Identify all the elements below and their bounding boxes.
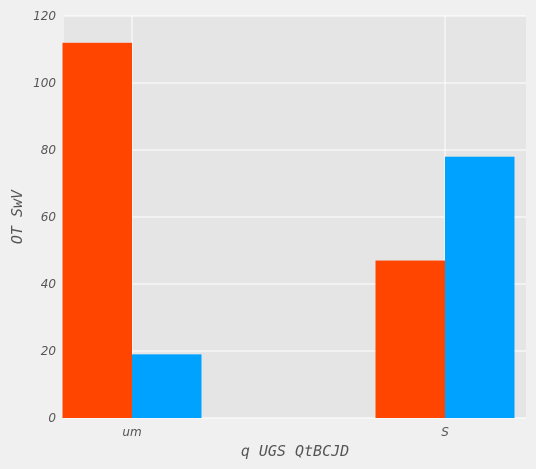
y-axis-title: OT SwV xyxy=(8,189,26,244)
x-tick-labels: um S xyxy=(122,425,449,439)
x-axis-title: q UGS QtBCJD xyxy=(241,442,349,460)
bars xyxy=(62,42,515,419)
bar-um-series-1 xyxy=(62,42,132,419)
y-tick-label: 20 xyxy=(41,344,57,358)
y-tick-labels: 0 20 40 60 80 100 120 xyxy=(33,9,56,425)
x-tick-label: S xyxy=(441,425,449,439)
y-tick-label: 0 xyxy=(48,411,56,425)
y-tick-label: 60 xyxy=(41,210,57,224)
y-tick-label: 120 xyxy=(33,9,56,23)
y-tick-label: 100 xyxy=(33,76,56,90)
y-tick-label: 80 xyxy=(41,143,57,157)
bar-S-series-2 xyxy=(445,156,515,418)
y-tick-label: 40 xyxy=(41,277,57,291)
x-tick-label: um xyxy=(122,425,141,439)
bar-um-series-2 xyxy=(132,354,202,418)
bar-S-series-1 xyxy=(375,260,445,418)
